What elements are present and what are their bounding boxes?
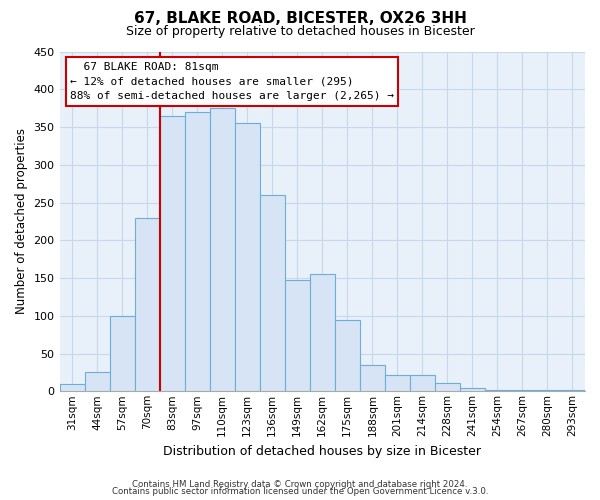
Bar xyxy=(209,108,235,392)
Bar xyxy=(134,218,160,392)
Text: Contains public sector information licensed under the Open Government Licence v.: Contains public sector information licen… xyxy=(112,487,488,496)
Y-axis label: Number of detached properties: Number of detached properties xyxy=(15,128,28,314)
Bar xyxy=(385,374,410,392)
Bar xyxy=(260,195,285,392)
Text: Size of property relative to detached houses in Bicester: Size of property relative to detached ho… xyxy=(125,25,475,38)
Bar xyxy=(485,390,510,392)
Bar xyxy=(535,390,560,392)
Bar xyxy=(310,274,335,392)
Bar xyxy=(510,390,535,392)
Bar xyxy=(560,390,585,392)
Text: 67, BLAKE ROAD, BICESTER, OX26 3HH: 67, BLAKE ROAD, BICESTER, OX26 3HH xyxy=(134,11,466,26)
Bar xyxy=(435,383,460,392)
Bar xyxy=(59,384,85,392)
Bar xyxy=(110,316,134,392)
Bar xyxy=(460,388,485,392)
Bar xyxy=(85,372,110,392)
Text: 67 BLAKE ROAD: 81sqm  
← 12% of detached houses are smaller (295)
88% of semi-de: 67 BLAKE ROAD: 81sqm ← 12% of detached h… xyxy=(70,62,394,102)
X-axis label: Distribution of detached houses by size in Bicester: Distribution of detached houses by size … xyxy=(163,444,481,458)
Text: Contains HM Land Registry data © Crown copyright and database right 2024.: Contains HM Land Registry data © Crown c… xyxy=(132,480,468,489)
Bar xyxy=(235,123,260,392)
Bar xyxy=(410,374,435,392)
Bar xyxy=(360,365,385,392)
Bar xyxy=(335,320,360,392)
Bar xyxy=(160,116,185,392)
Bar xyxy=(285,280,310,392)
Bar xyxy=(185,112,209,392)
